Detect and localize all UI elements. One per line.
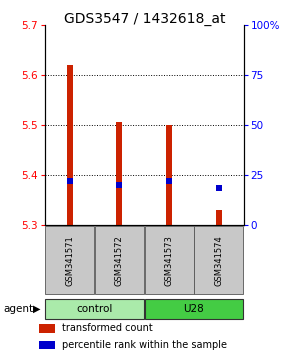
Bar [67,65,73,225]
Text: GSM341573: GSM341573 [165,235,174,286]
Bar [45,226,94,294]
Bar [45,298,144,319]
Bar [166,125,172,225]
Bar [39,341,55,349]
Text: GSM341572: GSM341572 [115,235,124,286]
Bar [95,226,144,294]
Bar [216,210,222,225]
Text: GSM341574: GSM341574 [214,235,223,286]
Bar [194,226,243,294]
Bar [117,122,122,225]
Bar [144,226,194,294]
Text: agent: agent [3,304,33,314]
Text: GDS3547 / 1432618_at: GDS3547 / 1432618_at [64,12,226,27]
Text: ▶: ▶ [32,304,40,314]
Bar [39,324,55,333]
Text: U28: U28 [184,304,204,314]
Text: percentile rank within the sample: percentile rank within the sample [62,340,227,350]
Text: GSM341571: GSM341571 [65,235,74,286]
Text: transformed count: transformed count [62,324,153,333]
Bar [144,298,243,319]
Text: control: control [77,304,113,314]
